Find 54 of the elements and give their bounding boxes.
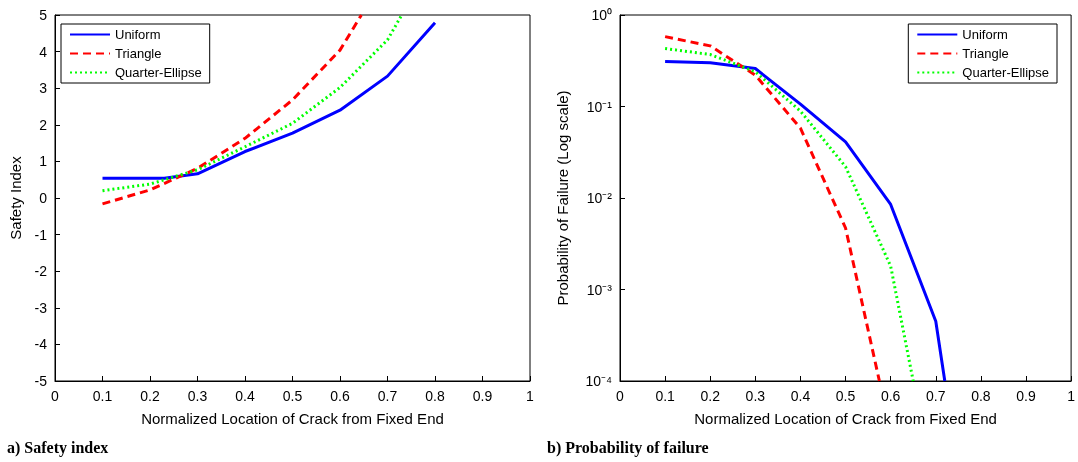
x-tick-label: 0.9 [472, 388, 493, 404]
x-tick-label: 0.1 [92, 388, 113, 404]
x-tick-label: 1 [1067, 388, 1076, 404]
y-tick-label: 2 [39, 116, 48, 133]
x-axis-title: Normalized Location of Crack from Fixed End [141, 410, 444, 427]
x-tick-label: 0.6 [330, 388, 350, 404]
x-tick-label: 0 [616, 388, 625, 404]
y-tick-label: 10⁻¹ [586, 98, 613, 115]
y-tick-label: 1 [39, 153, 48, 170]
x-tick-label: 0.6 [880, 388, 901, 404]
y-axis-title: Safety Index [7, 155, 24, 240]
line-series [101, 13, 363, 206]
x-tick-label: 1 [526, 388, 535, 404]
x-tick-label: 0.5 [282, 388, 303, 404]
y-tick-label: 3 [39, 80, 48, 97]
y-tick-label: -4 [34, 336, 48, 353]
x-tick-label: 0.8 [425, 388, 445, 404]
x-tick-label: 0.8 [971, 388, 991, 404]
y-tick-label: 10⁻² [586, 190, 613, 206]
x-tick-label: 0.7 [926, 388, 946, 404]
y-tick-label: -5 [34, 373, 48, 389]
legend-label: Uniform [962, 27, 1008, 42]
y-tick-label: 10⁻⁴ [585, 373, 612, 389]
y-tick-label: 4 [39, 43, 48, 60]
x-tick-label: 0 [51, 388, 60, 404]
legend-label: Triangle [962, 46, 1009, 61]
x-axis-title: Normalized Location of Crack from Fixed End [694, 410, 997, 427]
legend-label: Uniform [115, 27, 161, 42]
y-tick-label: -2 [34, 263, 48, 280]
x-tick-label: 0.2 [140, 388, 160, 404]
x-tick-label: 0.7 [377, 388, 398, 404]
y-tick-label: -3 [34, 299, 48, 316]
legend-label: Quarter-Ellipse [962, 65, 1050, 80]
x-tick-label: 0.4 [790, 388, 811, 404]
x-tick-label: 0.3 [745, 388, 766, 404]
legend-label: Quarter-Ellipse [115, 65, 202, 80]
text: a) Safety index [7, 438, 109, 457]
legend-label: Triangle [115, 46, 162, 61]
y-tick-label: 5 [39, 7, 48, 23]
line-series [663, 35, 881, 383]
x-tick-label: 0.1 [655, 388, 676, 404]
y-axis-title: Probability of Failure (Log scale) [554, 90, 571, 306]
y-tick-label: -1 [34, 226, 48, 243]
y-tick-label: 0 [39, 190, 48, 206]
line-series [101, 21, 437, 180]
y-tick-label: 10⁻³ [586, 281, 613, 298]
x-tick-label: 0.3 [187, 388, 208, 404]
x-tick-label: 0.4 [235, 388, 255, 404]
x-tick-label: 0.5 [835, 388, 856, 404]
line-series [101, 13, 404, 193]
x-tick-label: 0.9 [1016, 388, 1036, 404]
x-tick-label: 0.2 [700, 388, 721, 404]
y-tick-label: 10⁰ [591, 7, 612, 23]
text: b) Probability of failure [547, 438, 709, 457]
